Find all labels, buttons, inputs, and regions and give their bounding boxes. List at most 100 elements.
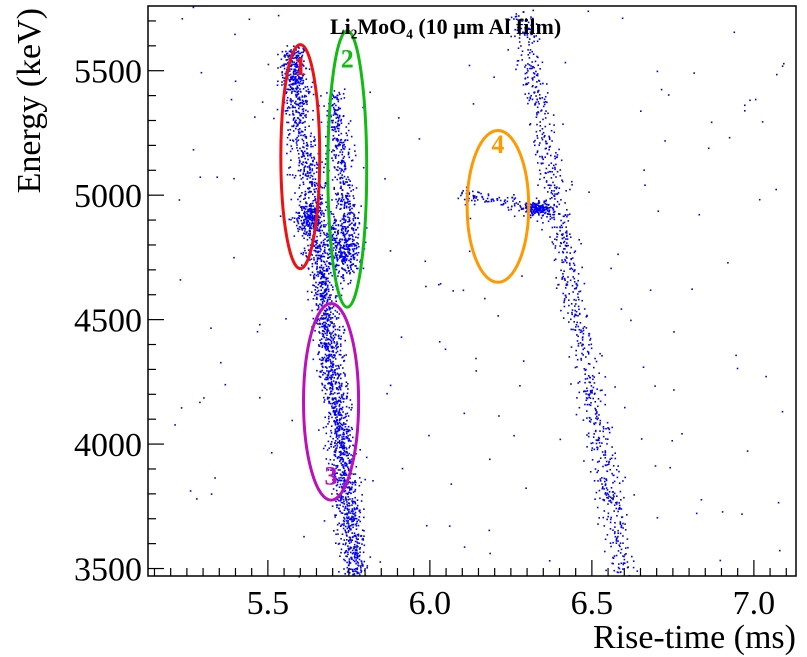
data-point <box>340 187 342 189</box>
data-point <box>314 196 316 198</box>
data-point <box>347 466 349 468</box>
data-point <box>519 34 521 36</box>
data-point <box>525 83 527 86</box>
data-point <box>476 199 479 201</box>
data-point <box>554 193 556 195</box>
data-point <box>335 117 338 119</box>
data-point <box>342 543 344 545</box>
data-point <box>350 568 352 570</box>
data-point <box>347 212 350 214</box>
data-point <box>488 529 491 532</box>
data-point <box>357 226 359 229</box>
data-point <box>350 461 352 463</box>
data-point <box>625 547 627 549</box>
data-point <box>596 411 598 413</box>
data-point <box>293 61 295 63</box>
data-point <box>346 264 349 266</box>
data-point <box>334 422 336 424</box>
data-point <box>350 454 352 456</box>
data-point <box>284 72 286 75</box>
data-point <box>352 559 355 562</box>
data-point <box>546 92 549 94</box>
data-point <box>299 174 301 177</box>
data-point <box>309 214 311 217</box>
data-point <box>735 354 737 357</box>
data-point <box>559 169 562 171</box>
data-point <box>311 208 313 210</box>
data-point <box>347 176 349 178</box>
data-point <box>343 447 346 450</box>
data-point <box>761 121 764 123</box>
data-point <box>564 258 566 261</box>
data-point <box>321 298 323 300</box>
data-point <box>350 488 353 491</box>
data-point <box>313 211 315 213</box>
data-point <box>356 541 359 543</box>
data-point <box>357 571 359 574</box>
data-point <box>203 397 205 399</box>
data-point <box>537 56 539 59</box>
data-point <box>539 178 541 181</box>
data-point <box>347 252 350 254</box>
data-point <box>293 53 296 55</box>
data-point <box>532 211 535 213</box>
data-point <box>539 125 542 127</box>
data-point <box>277 53 279 56</box>
data-point <box>615 469 618 471</box>
data-point <box>330 346 333 349</box>
data-point <box>362 565 364 567</box>
data-point <box>606 534 609 536</box>
data-point <box>343 429 345 432</box>
data-point <box>593 422 595 425</box>
data-point <box>464 203 467 206</box>
data-point <box>561 226 563 229</box>
data-point <box>315 182 318 185</box>
data-point <box>322 358 325 360</box>
data-point <box>331 236 334 238</box>
data-point <box>599 457 602 459</box>
data-point <box>330 119 333 122</box>
data-point <box>303 60 305 62</box>
data-point <box>348 558 351 560</box>
data-point <box>324 185 326 187</box>
data-point <box>324 324 326 326</box>
data-point <box>339 241 342 243</box>
data-point <box>338 413 341 416</box>
data-point <box>324 288 327 291</box>
data-point <box>329 344 331 346</box>
data-point <box>548 135 550 138</box>
data-point <box>352 228 354 231</box>
data-point <box>534 86 537 89</box>
data-point <box>326 449 329 451</box>
data-point <box>349 245 352 247</box>
data-point <box>345 448 348 450</box>
data-point <box>349 184 351 186</box>
data-point <box>345 499 347 501</box>
data-point <box>615 537 618 540</box>
data-point <box>601 442 603 444</box>
data-point <box>293 177 296 179</box>
data-point <box>331 387 334 390</box>
data-point <box>343 183 345 186</box>
data-point <box>326 232 328 235</box>
data-point <box>553 218 556 221</box>
data-point <box>340 548 343 551</box>
data-point <box>322 292 325 295</box>
data-point <box>301 207 303 210</box>
data-point <box>548 207 551 209</box>
data-point <box>350 255 352 258</box>
data-point <box>615 542 618 544</box>
data-point <box>549 170 551 173</box>
data-point <box>347 545 349 547</box>
data-point <box>527 70 529 72</box>
data-point <box>342 144 344 147</box>
data-point <box>525 28 527 31</box>
data-point <box>328 262 330 264</box>
data-point <box>335 245 337 248</box>
data-point <box>307 153 309 155</box>
data-point <box>337 173 340 176</box>
data-point <box>529 31 532 33</box>
data-point <box>529 97 532 100</box>
data-point <box>356 568 359 571</box>
data-point <box>560 199 562 201</box>
